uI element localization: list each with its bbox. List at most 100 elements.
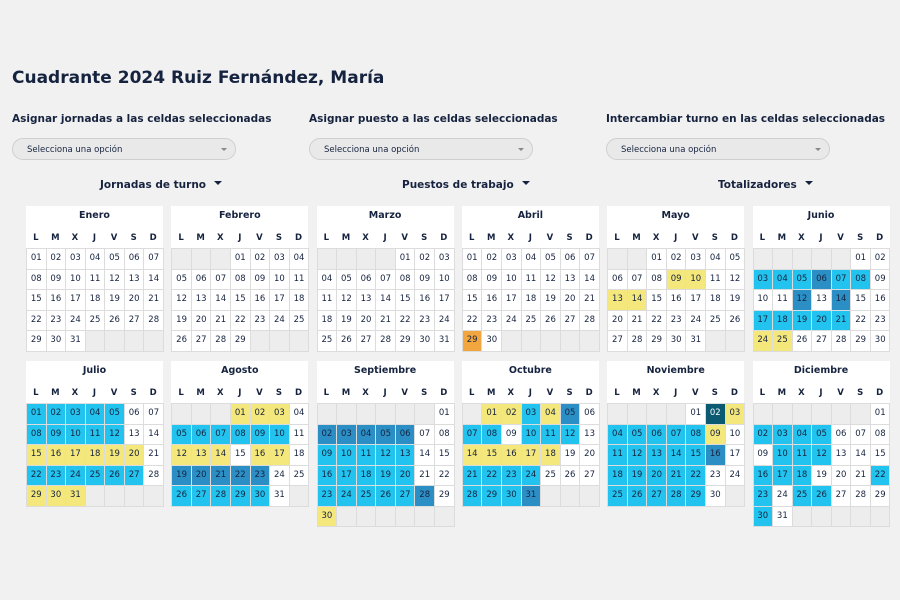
day-cell[interactable]: 22 <box>230 309 251 331</box>
day-cell[interactable]: 23 <box>501 464 522 486</box>
day-cell[interactable]: 27 <box>811 330 832 352</box>
day-cell[interactable]: 15 <box>394 289 416 311</box>
day-cell[interactable]: 12 <box>375 444 396 466</box>
day-cell[interactable]: 11 <box>84 268 106 290</box>
day-cell[interactable]: 08 <box>481 423 503 445</box>
day-cell[interactable]: 27 <box>123 464 145 486</box>
day-cell[interactable]: 18 <box>288 444 310 466</box>
day-cell[interactable]: 30 <box>869 330 891 352</box>
day-cell[interactable]: 18 <box>288 289 310 311</box>
day-cell[interactable]: 03 <box>501 248 522 270</box>
day-cell[interactable]: 04 <box>540 403 561 425</box>
day-cell[interactable]: 02 <box>316 423 338 445</box>
day-cell[interactable]: 29 <box>850 330 871 352</box>
day-cell[interactable]: 05 <box>171 423 192 445</box>
day-cell[interactable]: 26 <box>559 464 581 486</box>
day-cell[interactable]: 18 <box>520 289 542 311</box>
day-cell[interactable]: 06 <box>646 423 667 445</box>
day-cell[interactable]: 26 <box>811 485 832 507</box>
day-cell[interactable]: 08 <box>230 268 251 290</box>
day-cell[interactable]: 15 <box>850 289 871 311</box>
day-cell[interactable]: 05 <box>336 268 357 290</box>
day-cell[interactable]: 24 <box>434 309 455 331</box>
day-cell[interactable]: 27 <box>394 485 416 507</box>
day-cell[interactable]: 24 <box>520 464 542 486</box>
day-cell[interactable]: 18 <box>84 289 106 311</box>
day-cell[interactable]: 03 <box>772 423 793 445</box>
day-cell[interactable]: 29 <box>394 330 416 352</box>
day-cell[interactable]: 27 <box>559 309 581 331</box>
day-cell[interactable]: 16 <box>414 289 435 311</box>
day-cell[interactable]: 02 <box>705 403 726 425</box>
day-cell[interactable]: 01 <box>685 403 707 425</box>
toggle[interactable]: Totalizadores <box>718 179 813 191</box>
day-cell[interactable]: 22 <box>26 309 47 331</box>
day-cell[interactable]: 06 <box>559 248 581 270</box>
day-cell[interactable]: 12 <box>104 268 125 290</box>
day-cell[interactable]: 15 <box>26 289 47 311</box>
day-cell[interactable]: 21 <box>626 309 648 331</box>
day-cell[interactable]: 12 <box>171 444 192 466</box>
day-cell[interactable]: 02 <box>45 248 67 270</box>
day-cell[interactable]: 01 <box>230 403 251 425</box>
day-cell[interactable]: 08 <box>434 423 455 445</box>
day-cell[interactable]: 14 <box>626 289 648 311</box>
day-cell[interactable]: 07 <box>850 423 871 445</box>
day-cell[interactable]: 06 <box>607 268 628 290</box>
day-cell[interactable]: 09 <box>752 444 774 466</box>
day-cell[interactable]: 10 <box>772 444 793 466</box>
day-cell[interactable]: 26 <box>375 485 396 507</box>
day-cell[interactable]: 01 <box>646 248 667 270</box>
day-cell[interactable]: 19 <box>171 309 192 331</box>
toggle[interactable]: Puestos de trabajo <box>402 179 530 191</box>
day-cell[interactable]: 15 <box>646 289 667 311</box>
day-cell[interactable]: 11 <box>520 268 542 290</box>
day-cell[interactable]: 31 <box>434 330 455 352</box>
day-cell[interactable]: 05 <box>104 403 125 425</box>
day-cell[interactable]: 17 <box>65 289 86 311</box>
day-cell[interactable]: 15 <box>481 444 503 466</box>
day-cell[interactable]: 28 <box>414 485 435 507</box>
day-cell[interactable]: 03 <box>269 248 290 270</box>
day-cell[interactable]: 14 <box>579 268 600 290</box>
day-cell[interactable]: 29 <box>646 330 667 352</box>
day-cell[interactable]: 16 <box>481 289 503 311</box>
day-cell[interactable]: 17 <box>724 444 746 466</box>
day-cell[interactable]: 14 <box>375 289 396 311</box>
day-cell[interactable]: 30 <box>481 330 503 352</box>
day-cell[interactable]: 20 <box>123 444 145 466</box>
day-cell[interactable]: 06 <box>123 403 145 425</box>
day-cell[interactable]: 24 <box>501 309 522 331</box>
day-cell[interactable]: 22 <box>850 309 871 331</box>
day-cell[interactable]: 18 <box>355 464 377 486</box>
day-cell[interactable]: 09 <box>501 423 522 445</box>
day-cell[interactable]: 01 <box>481 403 503 425</box>
day-cell[interactable]: 05 <box>559 403 581 425</box>
day-cell[interactable]: 12 <box>171 289 192 311</box>
day-cell[interactable]: 08 <box>869 423 891 445</box>
day-cell[interactable]: 08 <box>230 423 251 445</box>
day-cell[interactable]: 28 <box>143 309 164 331</box>
day-cell[interactable]: 09 <box>705 423 726 445</box>
day-cell[interactable]: 19 <box>375 464 396 486</box>
day-cell[interactable]: 19 <box>336 309 357 331</box>
day-cell[interactable]: 28 <box>830 330 852 352</box>
day-cell[interactable]: 30 <box>752 505 774 527</box>
day-cell[interactable]: 20 <box>394 464 416 486</box>
day-cell[interactable]: 05 <box>375 423 396 445</box>
day-cell[interactable]: 09 <box>316 444 338 466</box>
day-cell[interactable]: 05 <box>626 423 648 445</box>
day-cell[interactable]: 16 <box>501 444 522 466</box>
day-cell[interactable]: 23 <box>414 309 435 331</box>
day-cell[interactable]: 02 <box>752 423 774 445</box>
day-cell[interactable]: 11 <box>288 268 310 290</box>
day-cell[interactable]: 06 <box>811 268 832 290</box>
day-cell[interactable]: 23 <box>45 309 67 331</box>
day-cell[interactable]: 24 <box>685 309 707 331</box>
day-cell[interactable]: 11 <box>540 423 561 445</box>
day-cell[interactable]: 17 <box>772 464 793 486</box>
day-cell[interactable]: 18 <box>607 464 628 486</box>
day-cell[interactable]: 09 <box>45 423 67 445</box>
day-cell[interactable]: 09 <box>665 268 687 290</box>
day-cell[interactable]: 30 <box>705 485 726 507</box>
